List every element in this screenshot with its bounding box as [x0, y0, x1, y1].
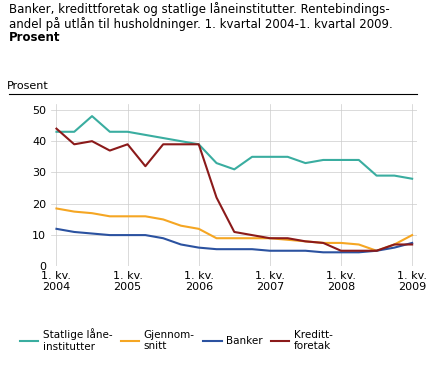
Text: Prosent: Prosent	[9, 31, 60, 44]
Legend: Statlige låne-
institutter, Gjennom-
snitt, Banker, Kreditt-
foretak: Statlige låne- institutter, Gjennom- sni…	[20, 329, 332, 352]
Text: Banker, kredittforetak og statlige låneinstitutter. Rentebindings-: Banker, kredittforetak og statlige lånei…	[9, 2, 389, 16]
Text: Prosent: Prosent	[7, 81, 49, 91]
Text: andel på utlån til husholdninger. 1. kvartal 2004-1. kvartal 2009.: andel på utlån til husholdninger. 1. kva…	[9, 17, 392, 31]
